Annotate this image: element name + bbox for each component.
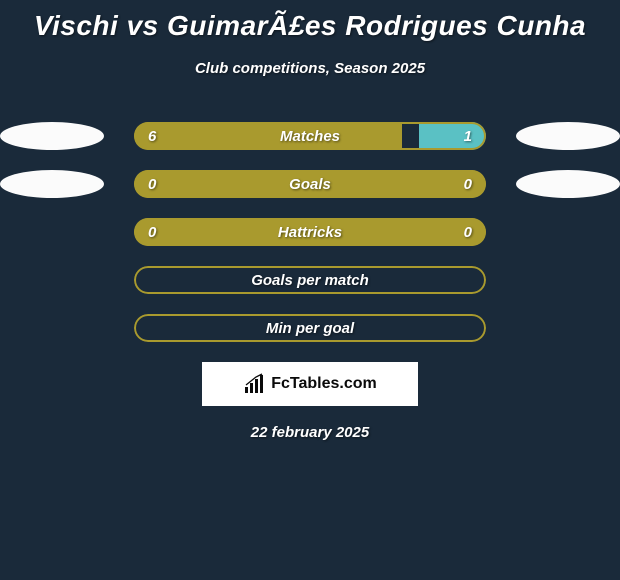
footer-date: 22 february 2025 xyxy=(0,424,620,441)
bar-label: Hattricks xyxy=(134,218,486,246)
page-title: Vischi vs GuimarÃ£es Rodrigues Cunha xyxy=(0,0,620,42)
bar-label: Min per goal xyxy=(134,314,486,342)
stat-bar: Hattricks0 0 xyxy=(134,218,486,246)
player-avatar-right xyxy=(516,170,620,198)
stat-bar: Matches6 1 xyxy=(134,122,486,150)
brand-text: FcTables.com xyxy=(271,375,377,393)
bar-value-left: 0 xyxy=(148,218,156,246)
player-avatar-right xyxy=(516,122,620,150)
player-avatar-left xyxy=(0,170,104,198)
brand-box: FcTables.com xyxy=(202,362,418,406)
stat-row: Goals per match xyxy=(0,266,620,294)
bar-value-right: 0 xyxy=(464,218,472,246)
stat-row: Hattricks0 0 xyxy=(0,218,620,246)
stat-row: Min per goal xyxy=(0,314,620,342)
bar-label: Matches xyxy=(134,122,486,150)
stat-row: Goals0 0 xyxy=(0,170,620,198)
bar-value-left: 0 xyxy=(148,170,156,198)
chart-icon xyxy=(243,373,265,395)
stat-bar: Goals0 0 xyxy=(134,170,486,198)
bar-value-right: 1 xyxy=(464,122,472,150)
bar-label: Goals xyxy=(134,170,486,198)
bar-value-left: 6 xyxy=(148,122,156,150)
stat-bar: Min per goal xyxy=(134,314,486,342)
bar-value-right: 0 xyxy=(464,170,472,198)
page-subtitle: Club competitions, Season 2025 xyxy=(0,60,620,77)
stat-bar: Goals per match xyxy=(134,266,486,294)
player-avatar-left xyxy=(0,122,104,150)
stats-rows: Matches61Goals00Hattricks00Goals per mat… xyxy=(0,122,620,342)
stat-row: Matches6 1 xyxy=(0,122,620,150)
bar-label: Goals per match xyxy=(134,266,486,294)
